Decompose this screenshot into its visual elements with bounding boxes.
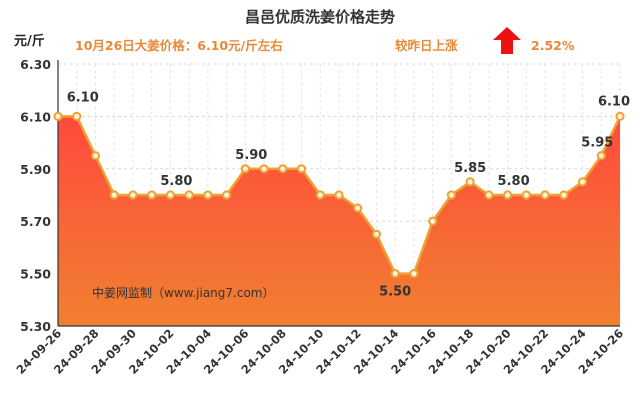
data-label-24-09-27: 6.10 — [67, 90, 99, 105]
data-point-24-09-30 — [128, 190, 138, 200]
data-point-24-10-07 — [259, 164, 269, 174]
data-point-24-10-25 — [596, 151, 606, 161]
y-tick-label-5.30: 5.30 — [20, 319, 51, 334]
y-tick-labels: 5.30 5.50 5.70 5.90 6.10 6.30 — [20, 57, 51, 334]
data-point-24-10-18 — [465, 177, 475, 187]
change-info-text: 较昨日上涨 — [395, 38, 458, 53]
data-point-24-10-20 — [503, 190, 513, 200]
data-points — [53, 111, 625, 279]
data-point-24-10-11 — [334, 190, 344, 200]
data-label-24-10-14: 5.50 — [379, 285, 411, 300]
data-point-24-09-26 — [53, 111, 63, 122]
data-point-24-10-17 — [446, 190, 456, 200]
area-polygon — [58, 116, 620, 327]
data-point-24-10-08 — [278, 164, 288, 174]
y-tick-label-5.90: 5.90 — [20, 162, 51, 177]
y-tick-label-5.70: 5.70 — [20, 214, 51, 229]
data-point-24-10-16 — [428, 216, 438, 226]
axes — [57, 60, 620, 327]
data-point-24-10-23 — [559, 190, 569, 200]
y-axis-unit-label: 元/斤 — [14, 33, 45, 49]
y-tick-label-6.30: 6.30 — [20, 57, 51, 72]
data-point-24-10-26 — [615, 111, 625, 122]
data-labels: 6.10 5.80 5.90 5.50 5.85 5.80 5.95 6.10 — [67, 90, 630, 299]
watermark-text: 中姜网监制（www.jiang7.com） — [92, 285, 274, 300]
area-fill — [58, 116, 620, 327]
data-point-24-10-24 — [577, 177, 588, 187]
data-point-24-10-12 — [353, 203, 363, 213]
data-point-24-10-04 — [203, 190, 213, 200]
data-point-24-10-14 — [390, 269, 400, 279]
data-label-24-10-25: 5.95 — [581, 136, 613, 151]
data-point-24-10-09 — [296, 164, 307, 174]
data-label-24-10-06: 5.90 — [235, 148, 267, 163]
y-tick-label-5.50: 5.50 — [20, 267, 51, 282]
data-point-24-10-21 — [521, 190, 531, 200]
data-point-24-10-01 — [147, 190, 157, 200]
chart-title: 昌邑优质洗姜价格走势 — [245, 8, 395, 26]
data-point-24-10-05 — [222, 190, 232, 200]
data-label-24-10-18: 5.85 — [454, 161, 486, 176]
data-point-24-10-03 — [184, 190, 194, 200]
y-tick-label-6.10: 6.10 — [20, 109, 51, 124]
data-label-24-10-20: 5.80 — [498, 174, 530, 189]
data-point-24-09-27 — [72, 111, 82, 122]
data-point-24-10-22 — [540, 190, 550, 200]
data-point-24-10-19 — [484, 190, 494, 200]
data-point-24-10-15 — [409, 269, 419, 279]
data-point-24-10-13 — [371, 229, 382, 239]
x-tick-labels: 24-09-2624-09-2824-09-3024-10-0224-10-04… — [14, 326, 627, 377]
data-point-24-09-28 — [90, 151, 101, 161]
price-info-text: 10月26日大姜价格：6.10元/斤左右 — [75, 38, 283, 53]
change-percent-text: 2.52% — [531, 38, 575, 53]
data-point-24-09-29 — [109, 190, 119, 200]
up-arrow-icon — [493, 27, 521, 54]
data-label-24-10-02: 5.80 — [160, 174, 192, 189]
data-point-24-10-02 — [165, 190, 175, 200]
data-label-24-10-26: 6.10 — [598, 94, 630, 109]
data-point-24-10-06 — [240, 164, 250, 174]
data-point-24-10-10 — [315, 190, 325, 200]
